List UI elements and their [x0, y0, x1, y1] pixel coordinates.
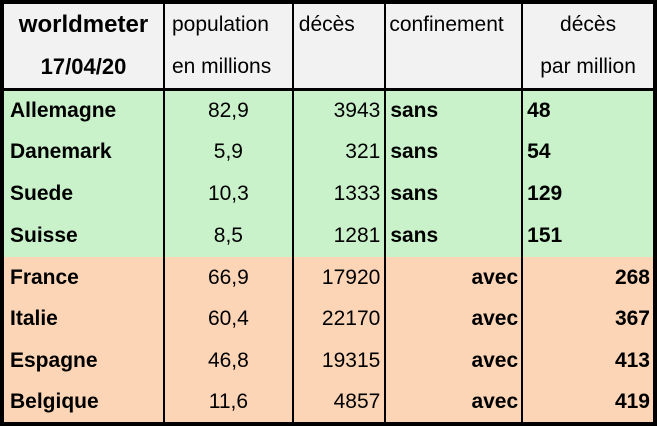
header-deces-line2: [299, 46, 381, 87]
cell-country: Espagne: [1, 340, 165, 383]
cell-population: 11,6: [162, 382, 294, 424]
header-confinement-line1: confinement: [389, 13, 504, 36]
cell-deces: 1281: [291, 214, 387, 257]
cell-deces-par-million: 48: [521, 89, 656, 132]
cell-country: Allemagne: [1, 89, 165, 132]
header-title-cell: worldmeter 17/04/20: [1, 2, 165, 91]
cell-confinement: sans: [384, 214, 524, 257]
cell-confinement: sans: [384, 173, 524, 215]
table-row-allemagne: Allemagne 82,9 3943 sans 48: [1, 89, 656, 132]
cell-confinement: avec: [384, 256, 524, 299]
cell-deces-par-million: 54: [521, 131, 656, 174]
cell-deces-par-million: 151: [521, 214, 656, 257]
table-date: 17/04/20: [40, 54, 127, 79]
cell-confinement: sans: [384, 89, 524, 132]
table-body: Allemagne 82,9 3943 sans 48 Danemark 5,9…: [1, 89, 656, 424]
cell-deces-par-million: 367: [521, 298, 656, 341]
header-population-line1: population: [171, 13, 269, 36]
cell-deces: 17920: [291, 256, 387, 299]
cell-population: 5,9: [162, 131, 294, 174]
table-row-france: France 66,9 17920 avec 268: [1, 256, 656, 299]
cell-country: Belgique: [1, 382, 165, 424]
cell-deces: 22170: [291, 298, 387, 341]
header-deces-par-million-cell: décès par million: [521, 2, 656, 91]
cell-deces: 321: [291, 131, 387, 174]
table-row-suisse: Suisse 8,5 1281 sans 151: [1, 214, 656, 257]
cell-deces: 4857: [291, 382, 387, 424]
header-population-cell: population en millions: [162, 2, 294, 91]
cell-population: 8,5: [162, 214, 294, 257]
header-population-line2: en millions: [171, 55, 272, 78]
table-row-suede: Suede 10,3 1333 sans 129: [1, 173, 656, 215]
cell-population: 46,8: [162, 340, 294, 383]
cell-confinement: avec: [384, 298, 524, 341]
cell-country: France: [1, 256, 165, 299]
cell-population: 60,4: [162, 298, 294, 341]
header-confinement-cell: confinement: [384, 2, 524, 91]
table-title: worldmeter: [18, 11, 149, 38]
cell-confinement: avec: [384, 340, 524, 383]
header-confinement-line2: [389, 46, 517, 87]
header-dpm-line1: décès: [560, 13, 617, 36]
cell-population: 82,9: [162, 89, 294, 132]
cell-deces-par-million: 129: [521, 173, 656, 215]
cell-country: Italie: [1, 298, 165, 341]
header-deces-line1: décès: [298, 13, 355, 36]
table-row-danemark: Danemark 5,9 321 sans 54: [1, 131, 656, 174]
cell-deces: 19315: [291, 340, 387, 383]
cell-deces: 3943: [291, 89, 387, 132]
header-row: worldmeter 17/04/20 population en millio…: [1, 2, 656, 91]
cell-confinement: sans: [384, 131, 524, 174]
cell-deces: 1333: [291, 173, 387, 215]
cell-country: Suede: [1, 173, 165, 215]
cell-population: 66,9: [162, 256, 294, 299]
header-dpm-line2: par million: [540, 55, 636, 78]
cell-deces-par-million: 419: [521, 382, 656, 424]
table-header: worldmeter 17/04/20 population en millio…: [1, 2, 656, 91]
cell-population: 10,3: [162, 173, 294, 215]
cell-country: Danemark: [1, 131, 165, 174]
table-row-espagne: Espagne 46,8 19315 avec 413: [1, 340, 656, 383]
table-row-belgique: Belgique 11,6 4857 avec 419: [1, 382, 656, 424]
cell-country: Suisse: [1, 214, 165, 257]
table-row-italie: Italie 60,4 22170 avec 367: [1, 298, 656, 341]
header-deces-cell: décès: [291, 2, 387, 91]
cell-deces-par-million: 268: [521, 256, 656, 299]
cell-deces-par-million: 413: [521, 340, 656, 383]
cell-confinement: avec: [384, 382, 524, 424]
